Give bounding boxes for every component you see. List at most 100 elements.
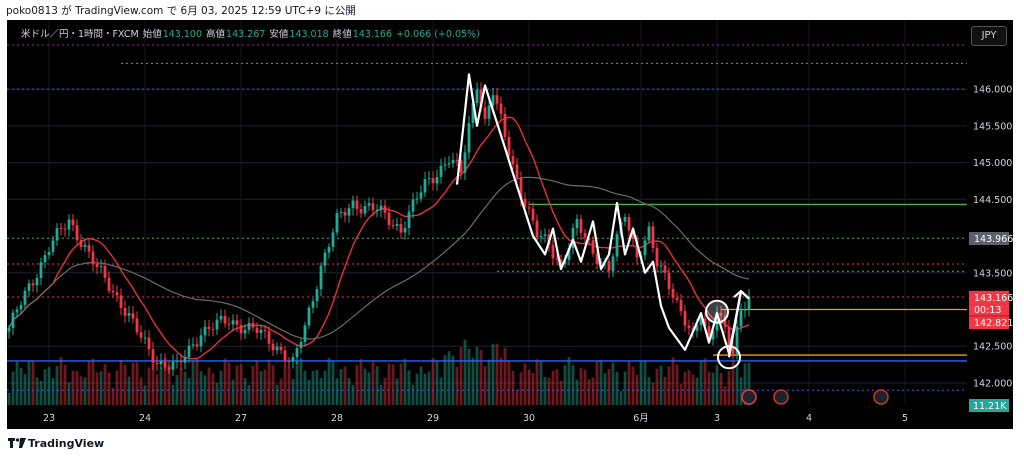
candle-body (727, 326, 731, 347)
volume-bar-73 (299, 357, 303, 405)
volume-bar-101 (411, 384, 415, 405)
candle-body (151, 349, 155, 363)
candle-body (399, 224, 403, 233)
candle-body (403, 227, 407, 233)
candle-body (55, 228, 59, 241)
candle-25 (107, 271, 111, 295)
volume-bar-166 (671, 357, 675, 405)
candle-body (643, 240, 647, 256)
candle-body (631, 230, 635, 239)
volume-bar-19 (83, 377, 87, 405)
candle-54 (223, 309, 227, 328)
volume-bar-163 (659, 365, 663, 405)
candle-7 (35, 273, 39, 293)
volume-bar-40 (167, 364, 171, 405)
volume-bar-173 (699, 360, 703, 405)
volume-bar-87 (355, 365, 359, 405)
candle-120 (487, 98, 491, 126)
volume-bar-141 (571, 365, 575, 405)
candle-78 (319, 262, 323, 297)
candle-body (99, 266, 103, 268)
candle-181 (731, 339, 735, 359)
wave-arrow-head (733, 289, 749, 299)
candle-body (455, 160, 459, 162)
candle-185 (747, 289, 751, 317)
volume-bar-98 (399, 363, 403, 405)
candle-112 (455, 152, 459, 167)
candle-body (199, 335, 203, 347)
candle-17 (75, 219, 79, 245)
grid-lines (7, 20, 967, 405)
volume-bar-91 (371, 361, 375, 405)
candle-body (595, 253, 599, 265)
legend-symbol[interactable]: 米ドル／円・1時間・FXCM (21, 29, 139, 40)
candle-72 (295, 344, 299, 365)
candle-body (223, 315, 227, 324)
candle-body (219, 315, 223, 320)
volume-bar-86 (351, 384, 355, 405)
candle-90 (367, 197, 371, 211)
candle-40 (167, 360, 171, 375)
candle-84 (343, 207, 347, 223)
candle-71 (291, 353, 295, 369)
candle-82 (335, 208, 339, 236)
candle-35 (147, 330, 151, 357)
candle-69 (283, 346, 287, 367)
candle-11 (51, 235, 55, 256)
legend-low-label: 安値 (269, 29, 289, 40)
volume-bar-5 (27, 360, 31, 405)
candle-18 (79, 234, 83, 251)
volume-bar-31 (131, 362, 135, 405)
chart-panel[interactable]: 146.000 145.500 145.000 144.500 143.500 142.5… (7, 20, 1013, 429)
us-flag-event-icon-2 (873, 389, 889, 405)
candle-body (575, 218, 579, 229)
time-tick-9: 5 (902, 413, 908, 424)
volume-bar-136 (551, 370, 555, 405)
candle-body (387, 212, 391, 226)
candle-6 (31, 279, 35, 292)
volume-bar-34 (143, 385, 147, 405)
candle-165 (667, 267, 671, 296)
candle-body (487, 105, 491, 119)
volume-bar-58 (239, 364, 243, 405)
candle-166 (671, 283, 675, 304)
candle-body (235, 320, 239, 325)
volume-bar-131 (531, 372, 535, 405)
candle-80 (327, 243, 331, 259)
volume-bar-66 (271, 365, 275, 405)
candle-body (359, 209, 363, 214)
candle-3 (19, 301, 23, 314)
price-chart[interactable]: 146.000 145.500 145.000 144.500 143.500 142.5… (7, 20, 1013, 429)
candle-body (327, 246, 331, 253)
candle-45 (187, 338, 191, 363)
volume-bar-2 (15, 361, 19, 405)
candle-body (123, 307, 127, 316)
candle-22 (95, 257, 99, 275)
volume-bar-184 (743, 363, 747, 405)
candle-13 (59, 222, 63, 236)
candle-body (71, 219, 75, 226)
candle-body (163, 360, 167, 368)
volume-bar-89 (363, 368, 367, 405)
tradingview-logo[interactable]: TradingView (8, 437, 104, 450)
volume-bar-148 (599, 359, 603, 405)
candle-16 (71, 213, 75, 232)
candle-49 (203, 319, 207, 343)
candle-body (63, 228, 67, 230)
candle-184 (743, 301, 747, 318)
volume-bar-142 (575, 379, 579, 405)
volume-bar-32 (135, 362, 139, 405)
candle-body (279, 346, 283, 351)
candle-body (11, 312, 15, 328)
volume-bar-1 (11, 371, 15, 405)
candle-9 (43, 250, 47, 269)
currency-button[interactable]: JPY (971, 26, 1007, 46)
candle-106 (431, 171, 435, 191)
time-tick-0: 23 (43, 413, 55, 424)
candle-60 (247, 317, 251, 334)
candle-body (119, 295, 123, 308)
volume-bar-64 (263, 369, 267, 405)
candle-body (315, 289, 319, 302)
candle-body (747, 296, 751, 309)
volume-bar-57 (235, 365, 239, 405)
